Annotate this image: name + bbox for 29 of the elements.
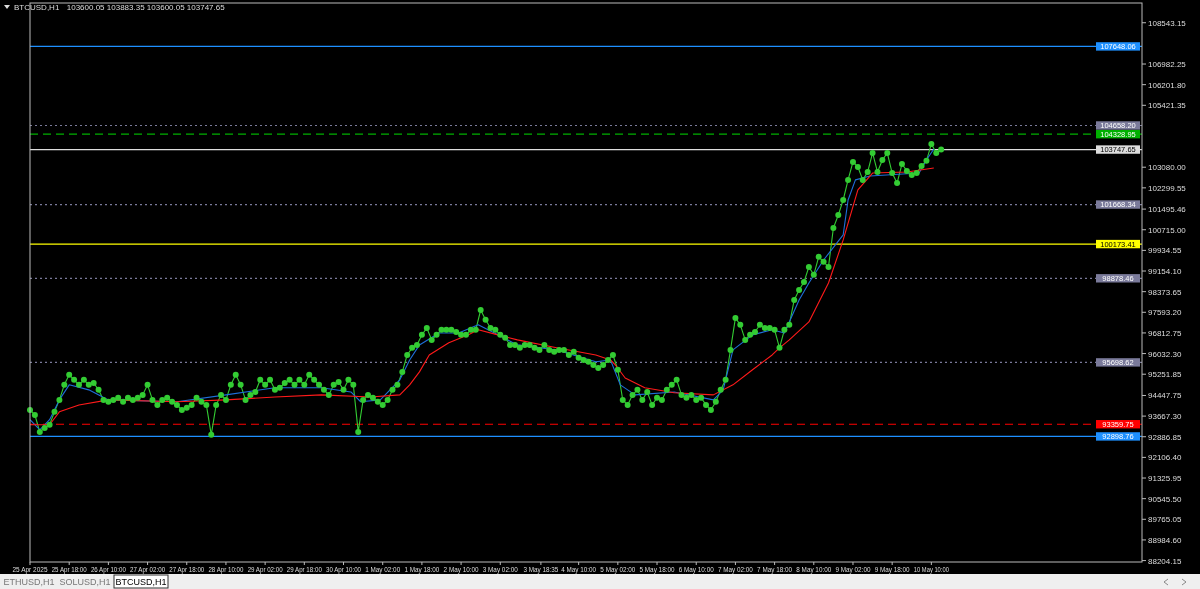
y-tick-label: 99154.10 xyxy=(1148,267,1182,277)
y-tick-label: 93667.30 xyxy=(1148,412,1182,422)
y-tick-label: 90545.50 xyxy=(1148,494,1182,504)
y-tick-label: 92106.40 xyxy=(1148,453,1182,463)
y-tick-label: 105421.35 xyxy=(1148,101,1187,111)
text: BTCUSD,H1 xyxy=(115,577,167,587)
y-tick-label: 89765.05 xyxy=(1148,515,1182,525)
y-tick-label: 103080.00 xyxy=(1148,163,1187,173)
y-tick-label: 94447.75 xyxy=(1148,391,1182,401)
y-tick-label: 106201.80 xyxy=(1148,80,1187,90)
y-tick-label: 98373.65 xyxy=(1148,287,1182,297)
y-tick-label: 88204.15 xyxy=(1148,556,1182,566)
y-tick-label: 95251.85 xyxy=(1148,370,1182,380)
y-tick-label: 106982.25 xyxy=(1148,60,1187,70)
chart-subtitle: 103600.05 103883.35 103600.05 103747.65 xyxy=(66,3,226,12)
text: ETHUSD,H1 xyxy=(3,577,55,587)
y-tick-label: 88984.60 xyxy=(1148,535,1182,545)
y-tick-label: 96032.30 xyxy=(1148,349,1182,359)
y-tick-label: 108543.15 xyxy=(1148,18,1187,28)
y-tick-label: 102299.55 xyxy=(1148,183,1187,193)
y-tick-label: 91325.95 xyxy=(1148,474,1182,484)
y-tick-label: 97593.20 xyxy=(1148,308,1182,318)
text: SOLUSD,H1 xyxy=(59,577,111,587)
y-tick-label: 96812.75 xyxy=(1148,328,1182,338)
chart-title: BTCUSD,H1 xyxy=(14,3,59,12)
y-tick-label: 92886.85 xyxy=(1148,432,1182,442)
y-tick-label: 100715.00 xyxy=(1148,225,1187,235)
y-tick-label: 99934.55 xyxy=(1148,246,1182,256)
y-tick-label: 101495.46 xyxy=(1148,205,1187,215)
